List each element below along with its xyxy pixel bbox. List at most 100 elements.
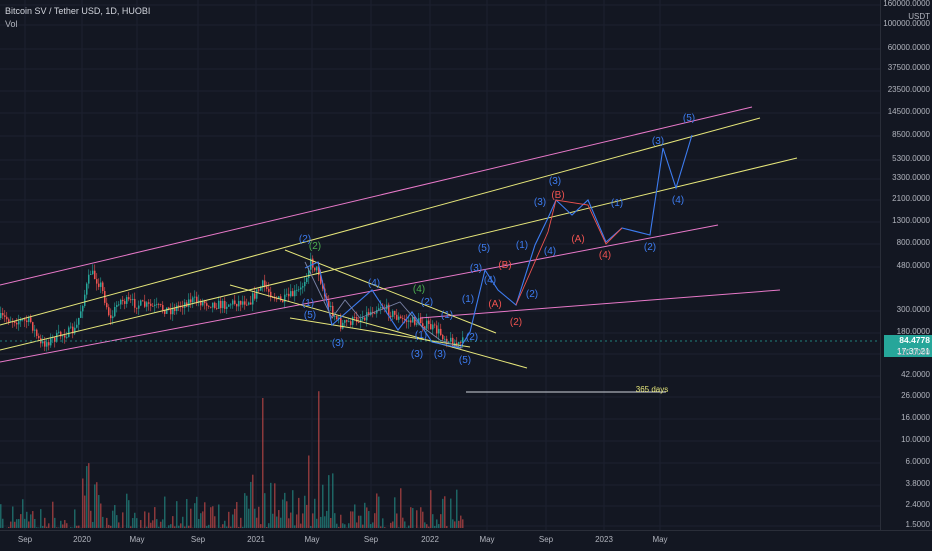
price-candle bbox=[440, 329, 442, 335]
volume-bar bbox=[270, 483, 272, 528]
price-candle bbox=[170, 309, 172, 314]
price-candle bbox=[224, 301, 226, 309]
price-candle bbox=[178, 305, 180, 306]
volume-bar bbox=[258, 507, 260, 528]
volume-bar bbox=[354, 504, 356, 528]
wave-count-label: (2) bbox=[421, 297, 433, 308]
price-candle bbox=[136, 308, 138, 309]
price-tick-label: 6.0000 bbox=[906, 457, 930, 466]
price-candle bbox=[436, 325, 438, 333]
volume-bar bbox=[40, 509, 42, 528]
price-candle bbox=[284, 295, 286, 303]
volume-bar bbox=[48, 523, 50, 528]
price-candle bbox=[144, 301, 146, 306]
price-candle bbox=[94, 271, 96, 279]
price-candle bbox=[268, 289, 270, 292]
volume-bar bbox=[218, 505, 220, 528]
volume-bar bbox=[190, 509, 192, 528]
price-candle bbox=[426, 321, 428, 329]
volume-bar bbox=[344, 524, 346, 528]
price-candle bbox=[216, 308, 218, 309]
volume-bar bbox=[182, 517, 184, 528]
volume-bar bbox=[130, 526, 132, 528]
volume-bar bbox=[420, 507, 422, 528]
volume-bar bbox=[312, 513, 314, 528]
volume-bar bbox=[390, 523, 392, 528]
volume-bar bbox=[100, 504, 102, 528]
price-candle bbox=[330, 306, 332, 307]
wave-count-label: (1) bbox=[415, 330, 427, 341]
volume-bar bbox=[250, 482, 252, 528]
wave-count-label: (4) bbox=[368, 278, 380, 289]
volume-bar bbox=[102, 517, 104, 528]
price-tick-label: 1.5000 bbox=[906, 520, 930, 529]
volume-bar bbox=[236, 502, 238, 528]
volume-bar bbox=[434, 526, 436, 528]
price-candle bbox=[18, 321, 20, 324]
time-tick-label: Sep bbox=[539, 535, 553, 544]
price-candle bbox=[124, 301, 126, 304]
volume-bar bbox=[438, 524, 440, 528]
volume-bar bbox=[30, 514, 32, 528]
volume-bar bbox=[348, 523, 350, 528]
volume-bar bbox=[60, 521, 62, 528]
price-candle bbox=[314, 268, 316, 271]
price-candle bbox=[212, 303, 214, 308]
price-candle bbox=[2, 313, 4, 315]
symbol-title[interactable]: Bitcoin SV / Tether USD, 1D, HUOBI bbox=[5, 6, 150, 16]
volume-bar bbox=[76, 526, 78, 528]
volume-bar bbox=[82, 478, 84, 528]
volume-bar bbox=[196, 497, 198, 528]
price-candle bbox=[256, 289, 258, 298]
volume-bar bbox=[326, 511, 328, 528]
price-candle bbox=[282, 301, 284, 303]
price-candle bbox=[208, 306, 210, 307]
price-candle bbox=[434, 325, 436, 326]
volume-bar bbox=[424, 522, 426, 528]
price-candle bbox=[354, 317, 356, 318]
time-tick-label: May bbox=[304, 535, 319, 544]
price-candle bbox=[336, 316, 338, 319]
chart-pane[interactable]: (2)(2)(1)(5)(3)(4)(2)(4)(1)(1)(3)(3)(2)(… bbox=[0, 0, 880, 530]
volume-bar bbox=[316, 519, 318, 528]
price-candle bbox=[410, 320, 412, 322]
price-candle bbox=[6, 317, 8, 319]
volume-bar bbox=[376, 493, 378, 528]
price-candle bbox=[438, 329, 440, 334]
volume-bar bbox=[126, 494, 128, 528]
price-candle bbox=[132, 299, 134, 300]
price-candle bbox=[146, 302, 148, 306]
volume-bar bbox=[56, 527, 58, 528]
volume-bar bbox=[202, 511, 204, 528]
volume-bar bbox=[54, 518, 56, 528]
volume-bar bbox=[132, 518, 134, 528]
price-candle bbox=[374, 313, 376, 314]
price-candle bbox=[36, 330, 38, 336]
price-candle bbox=[408, 320, 410, 321]
volume-bar bbox=[178, 526, 180, 528]
price-candle bbox=[442, 335, 444, 339]
wave-count-label: (A) bbox=[488, 299, 501, 310]
price-candle bbox=[38, 336, 40, 338]
volume-bar bbox=[128, 500, 130, 528]
price-candle bbox=[126, 297, 128, 304]
volume-bar bbox=[458, 521, 460, 528]
volume-bar bbox=[440, 514, 442, 528]
chart-canvas[interactable]: (2)(2)(1)(5)(3)(4)(2)(4)(1)(1)(3)(3)(2)(… bbox=[0, 0, 880, 530]
volume-bar bbox=[116, 515, 118, 528]
price-candle bbox=[296, 290, 298, 291]
volume-indicator-label[interactable]: Vol bbox=[5, 19, 18, 29]
volume-bar bbox=[324, 516, 326, 528]
last-price-value: 84.4778 bbox=[884, 335, 930, 346]
price-candle bbox=[444, 339, 446, 340]
volume-bar bbox=[352, 511, 354, 528]
price-candle bbox=[98, 284, 100, 287]
price-candle bbox=[252, 293, 254, 304]
price-candle bbox=[50, 338, 52, 346]
volume-bar bbox=[408, 526, 410, 528]
price-candle bbox=[30, 317, 32, 322]
price-candle bbox=[306, 278, 308, 282]
volume-bar bbox=[12, 507, 14, 528]
